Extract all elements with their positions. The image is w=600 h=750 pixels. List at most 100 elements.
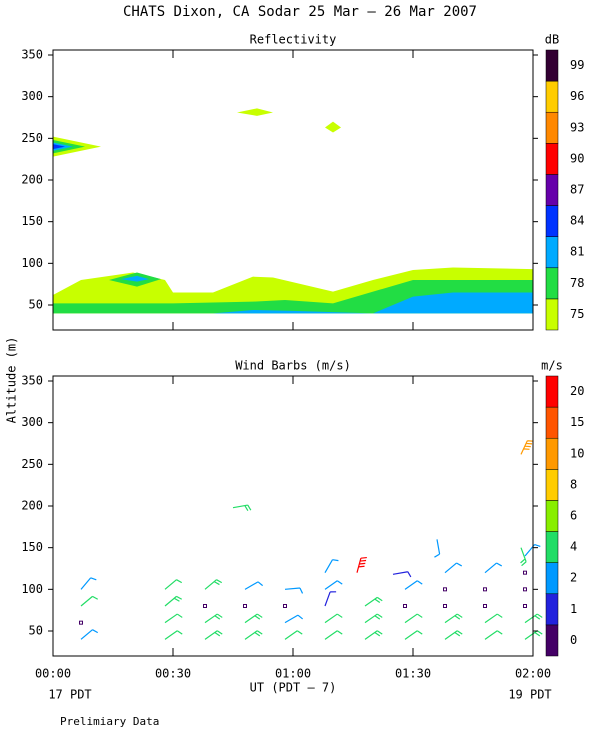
contour-region [121, 275, 149, 282]
colorbar-swatch [545, 236, 559, 269]
colorbar-swatch [545, 298, 559, 331]
calm-marker [79, 620, 83, 625]
calm-marker [483, 604, 487, 608]
wind-barb [356, 556, 367, 573]
y-tick-label: 150 [21, 214, 43, 228]
calm-marker [403, 604, 407, 608]
y-tick-label: 150 [21, 540, 43, 554]
y-tick-label: 200 [21, 499, 43, 513]
calm-marker [483, 587, 487, 592]
colorbar-swatch [545, 437, 559, 470]
wind-barb [392, 571, 412, 578]
colorbar-label: 78 [570, 276, 584, 290]
x-tick-label: 00:00 [35, 667, 71, 681]
colorbar-label: 0 [570, 633, 577, 647]
colorbar-label: 96 [570, 89, 584, 103]
x-end-label: 19 PDT [508, 688, 551, 702]
wind-barb [164, 595, 183, 607]
wind-barb [324, 630, 343, 640]
colorbar-label: 20 [570, 384, 584, 398]
calm-marker [523, 587, 527, 592]
colorbar-unit: m/s [541, 359, 563, 373]
wind-barb [164, 630, 183, 640]
wind-barb [444, 562, 463, 574]
colorbar-swatch [545, 111, 559, 144]
wind-barb [284, 587, 304, 594]
calm-marker [203, 604, 207, 608]
wind-barb [404, 613, 423, 624]
wind-barb [244, 630, 263, 640]
colorbar-swatch [545, 49, 559, 82]
y-tick-label: 300 [21, 89, 43, 103]
colorbar-swatch [545, 593, 559, 626]
y-tick-label: 50 [29, 624, 43, 638]
y-tick-label: 350 [21, 374, 43, 388]
wind-barb [204, 630, 223, 640]
wind-barb [364, 596, 383, 607]
wind-barb [244, 613, 263, 624]
y-tick-label: 100 [21, 582, 43, 596]
calm-marker [443, 587, 447, 592]
contour-region [53, 144, 65, 150]
colorbar-label: 84 [570, 214, 584, 228]
wind-barb [324, 580, 343, 590]
contour-region [325, 121, 341, 133]
contour-region [237, 108, 273, 116]
wind-barb [434, 539, 441, 558]
colorbar-swatch [545, 624, 559, 657]
wind-barb [484, 630, 503, 640]
colorbar-label: 6 [570, 509, 577, 523]
colorbar-label: 1 [570, 602, 577, 616]
y-tick-label: 250 [21, 131, 43, 145]
calm-marker [443, 604, 447, 608]
colorbar-swatch [545, 174, 559, 206]
wind-barb [244, 581, 264, 590]
colorbar-swatch [545, 143, 559, 175]
panel-title: Reflectivity [250, 33, 337, 47]
wind-barb [404, 630, 423, 640]
wind-barb [164, 613, 183, 624]
colorbar-swatch [545, 267, 559, 300]
wind-barb [324, 613, 343, 624]
colorbar-label: 87 [570, 183, 584, 197]
y-tick-label: 200 [21, 173, 43, 187]
colorbar-label: 15 [570, 415, 584, 429]
colorbar-label: 4 [570, 540, 577, 554]
colorbar-label: 93 [570, 120, 584, 134]
wind-barb [444, 613, 463, 624]
wind-barb [80, 595, 99, 607]
colorbar-unit: dB [545, 33, 559, 47]
contour-region [213, 292, 533, 314]
wind-barb [524, 630, 543, 640]
calm-marker [523, 570, 527, 575]
colorbar-label: 75 [570, 307, 584, 321]
wind-barb [444, 630, 463, 640]
colorbar-swatch [545, 469, 559, 501]
y-tick-label: 300 [21, 415, 43, 429]
wind-barb [484, 613, 503, 624]
colorbar-swatch [545, 406, 559, 439]
wind-barb [484, 562, 503, 574]
calm-marker [523, 604, 527, 608]
wind-barb [404, 580, 423, 590]
colorbar-label: 10 [570, 446, 584, 460]
wind-barb [324, 591, 337, 607]
panel-title: Wind Barbs (m/s) [235, 359, 351, 373]
wind-barb [204, 579, 223, 590]
figure-title: CHATS Dixon, CA Sodar 25 Mar – 26 Mar 20… [123, 4, 477, 20]
colorbar-label: 81 [570, 245, 584, 259]
wind-barb [324, 559, 339, 573]
x-tick-label: 02:00 [515, 667, 551, 681]
calm-marker [243, 604, 247, 608]
colorbar-label: 2 [570, 571, 577, 585]
x-tick-label: 01:30 [395, 667, 431, 681]
note: Prelimiary Data [60, 715, 159, 728]
colorbar-swatch [545, 375, 559, 408]
colorbar-swatch [545, 205, 559, 237]
y-tick-label: 50 [29, 298, 43, 312]
colorbar-label: 8 [570, 477, 577, 491]
y-tick-label: 350 [21, 48, 43, 62]
colorbar-swatch [545, 531, 559, 563]
colorbar-swatch [545, 500, 559, 532]
